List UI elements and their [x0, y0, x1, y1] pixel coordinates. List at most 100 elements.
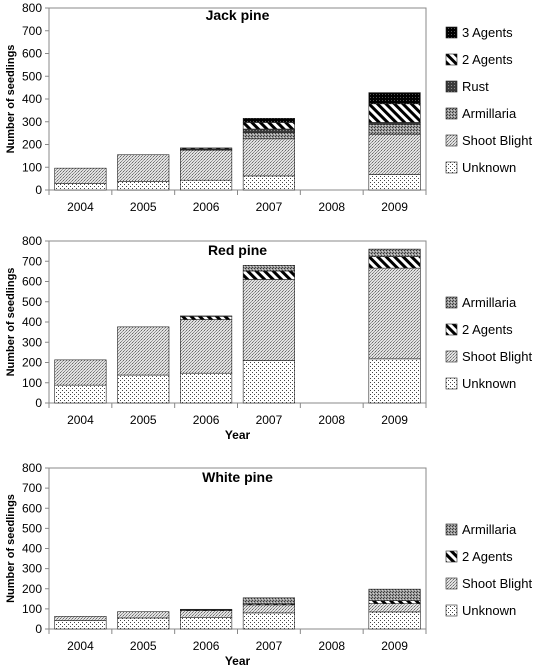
legend-entry-shoot-blight: Shoot Blight [462, 349, 532, 364]
y-tick-label: 800 [22, 1, 42, 15]
legend-entry-armillaria: Armillaria [462, 522, 517, 537]
y-tick-label: 100 [22, 376, 42, 390]
y-tick-label: 700 [22, 24, 42, 38]
bar-shoot-blight-2006 [180, 319, 233, 374]
bar-2-agents-2009 [368, 103, 421, 123]
y-tick-label: 700 [22, 481, 42, 495]
bar-unknown-2007 [242, 175, 295, 191]
legend-swatch-armillaria [445, 296, 458, 309]
bar-armillaria-2007 [242, 597, 295, 605]
legend: Armillaria 2 Agents Shoot Blight Unknown [445, 522, 532, 618]
chart-title: Red pine [208, 242, 267, 258]
legend-entry-unknown: Unknown [462, 376, 516, 391]
x-tick-label: 2009 [381, 639, 408, 653]
bar-unknown-2009 [368, 358, 421, 404]
bar-unknown-2006 [180, 617, 233, 630]
bar-unknown-2004 [54, 620, 107, 630]
bar-unknown-2004 [54, 183, 107, 191]
bar-shoot-blight-2007 [242, 604, 295, 614]
bar-unknown-2007 [242, 360, 295, 404]
y-tick-label: 300 [22, 115, 42, 129]
bar-3-agents-2007 [242, 118, 295, 123]
chart-panel-red-pine: 0 100 200 300 400 500 600 700 800 2004 2005 2006 200… [5, 234, 532, 442]
y-tick-label: 400 [22, 542, 42, 556]
bar-unknown-2009 [368, 174, 421, 191]
y-tick-label: 700 [22, 254, 42, 268]
bar-shoot-blight-2007 [242, 279, 295, 361]
chart-panel-jack-pine: 0 100 200 300 400 500 600 700 800 2004 2005 2006 200… [5, 1, 532, 214]
y-tick-label: 100 [22, 160, 42, 174]
bar-shoot-blight-2009 [368, 603, 421, 613]
x-tick-label: 2007 [256, 200, 283, 214]
bar-unknown-2006 [180, 372, 233, 404]
x-tick-label: 2006 [193, 413, 220, 427]
bar-unknown-2004 [54, 384, 107, 404]
y-tick-label: 0 [35, 183, 42, 197]
bar-armillaria-2009 [368, 588, 421, 601]
chart-title: White pine [202, 469, 273, 485]
legend-swatch-armillaria [445, 523, 458, 536]
bar-unknown-2005 [117, 374, 170, 404]
bar-shoot-blight-2009 [368, 267, 421, 360]
y-tick-label: 200 [22, 582, 42, 596]
bar-rust-2009 [368, 122, 421, 126]
legend: Armillaria 2 Agents Shoot Blight Unknown [445, 295, 532, 391]
legend-swatch-shoot-blight [445, 134, 458, 147]
legend-swatch-unknown [445, 604, 458, 617]
x-tick-label: 2006 [193, 200, 220, 214]
y-tick-label: 500 [22, 295, 42, 309]
legend-swatch-armillaria [445, 107, 458, 120]
legend-entry-2-agents: 2 Agents [462, 52, 513, 67]
legend-entry-2-agents: 2 Agents [462, 549, 513, 564]
legend-entry-shoot-blight: Shoot Blight [462, 576, 532, 591]
legend-entry-rust: Rust [462, 79, 489, 94]
legend-swatch-shoot-blight [445, 350, 458, 363]
bar-armillaria-2007 [242, 132, 295, 140]
chart-title: Jack pine [206, 7, 270, 23]
bar-2-agents-2006 [180, 316, 233, 320]
chart-panels: 0 100 200 300 400 500 600 700 800 2004 2005 2006 200… [5, 1, 532, 668]
bar-shoot-blight-2009 [368, 133, 421, 175]
y-tick-label: 0 [35, 396, 42, 410]
x-tick-label: 2009 [381, 413, 408, 427]
bar-2-agents-2007 [242, 270, 295, 280]
bar-3-agents-2009 [368, 92, 421, 105]
legend-swatch-2-agents [445, 550, 458, 563]
y-axis-label: Number of seedlings [5, 494, 17, 603]
y-tick-label: 600 [22, 275, 42, 289]
legend-entry-armillaria: Armillaria [462, 106, 517, 121]
legend-entry-armillaria: Armillaria [462, 295, 517, 310]
bar-unknown-2007 [242, 612, 295, 630]
y-tick-label: 400 [22, 92, 42, 106]
bar-unknown-2006 [180, 179, 233, 191]
bar-unknown-2009 [368, 611, 421, 630]
x-tick-label: 2005 [130, 200, 157, 214]
x-tick-label: 2005 [130, 639, 157, 653]
bar-2-agents-2007 [242, 122, 295, 130]
x-axis-label: Year [225, 654, 251, 668]
bar-armillaria-2007 [242, 264, 295, 272]
y-tick-label: 500 [22, 521, 42, 535]
x-tick-label: 2007 [256, 639, 283, 653]
bar-unknown-2005 [117, 181, 170, 191]
legend-entry-unknown: Unknown [462, 603, 516, 618]
bar-rust-2007 [242, 128, 295, 133]
bar-shoot-blight-2005 [117, 611, 170, 619]
legend-swatch-2-agents [445, 53, 458, 66]
y-tick-label: 800 [22, 234, 42, 248]
y-tick-label: 800 [22, 461, 42, 475]
bar-2-agents-2009 [368, 600, 421, 604]
y-axis-label: Number of seedlings [5, 268, 17, 377]
x-tick-label: 2008 [318, 413, 345, 427]
x-tick-label: 2004 [67, 200, 94, 214]
legend-swatch-2-agents [445, 323, 458, 336]
x-tick-label: 2008 [318, 639, 345, 653]
y-tick-label: 100 [22, 602, 42, 616]
bar-2-agents-2006 [180, 147, 233, 150]
y-tick-label: 400 [22, 315, 42, 329]
y-tick-label: 200 [22, 356, 42, 370]
legend-entry-shoot-blight: Shoot Blight [462, 133, 532, 148]
legend-entry-unknown: Unknown [462, 160, 516, 175]
y-tick-label: 300 [22, 335, 42, 349]
